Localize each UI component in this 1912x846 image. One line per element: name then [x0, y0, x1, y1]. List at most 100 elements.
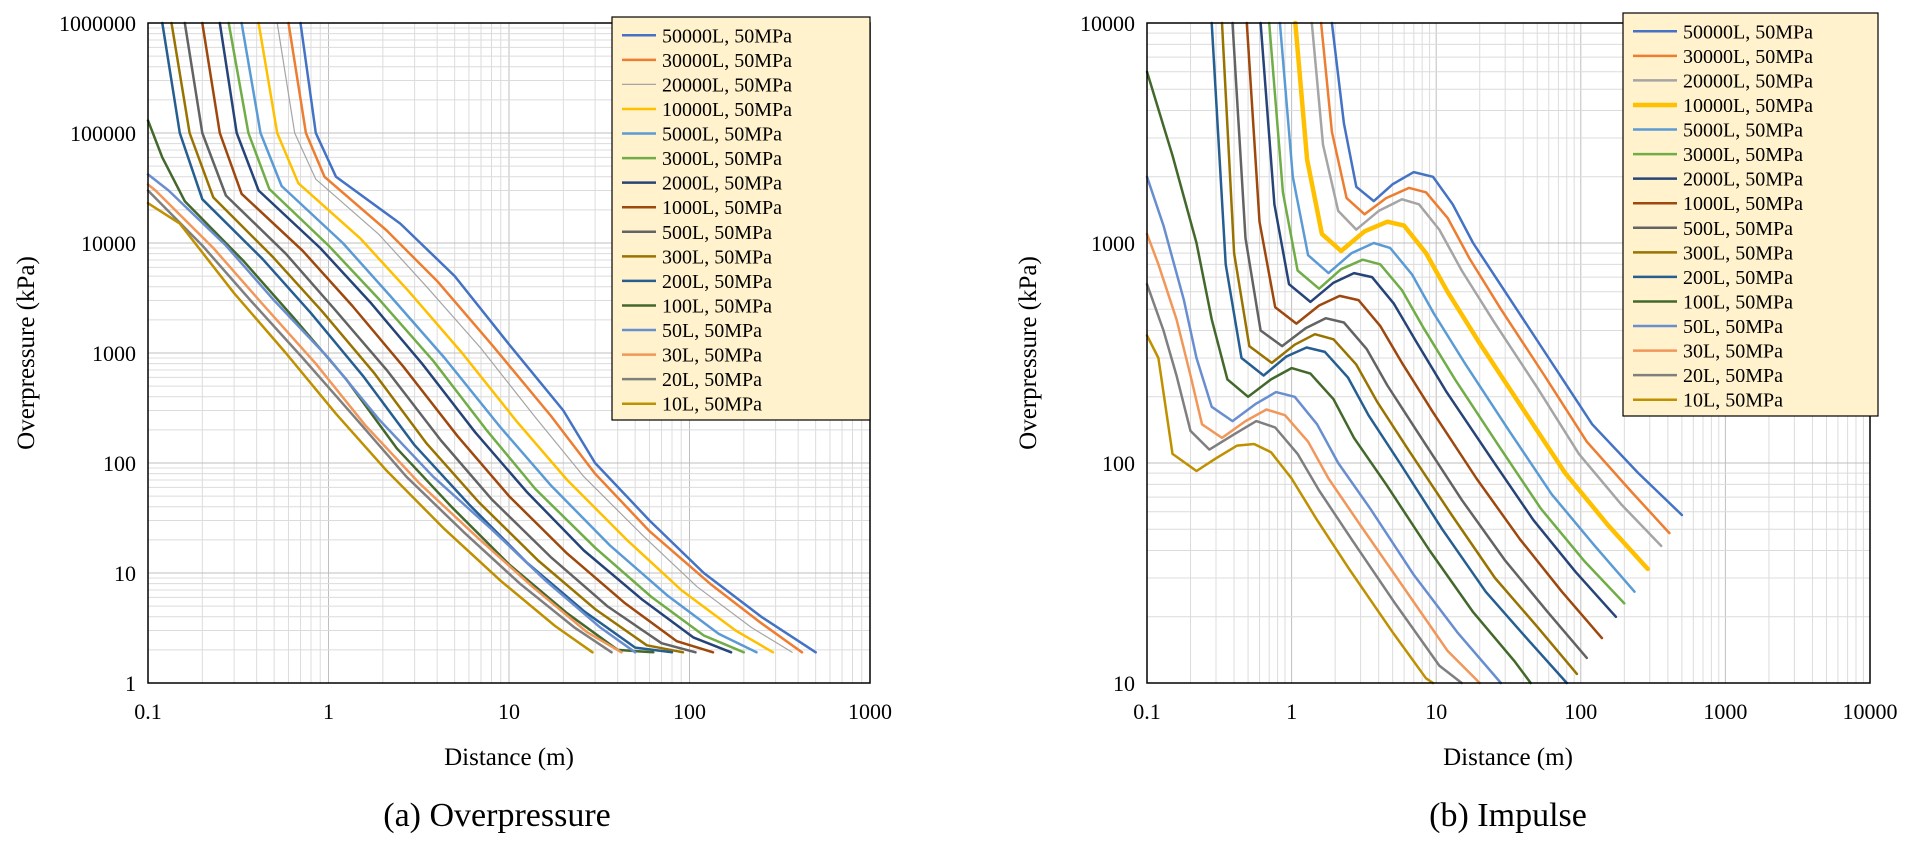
y-tick-label: 10000 — [1080, 11, 1135, 36]
series-line-1 — [287, 21, 804, 654]
legend-entry: 50000L, 50MPa — [1683, 21, 1813, 43]
y-tick-label: 1000 — [92, 341, 136, 366]
series-line-0 — [299, 21, 817, 654]
series-line-11 — [1145, 70, 1532, 685]
series-line-2 — [1310, 21, 1663, 548]
x-tick-label: 10000 — [1843, 699, 1898, 724]
legend-entry: 20L, 50MPa — [1683, 365, 1783, 387]
x-tick-label: 0.1 — [1133, 699, 1161, 724]
legend-entry: 5000L, 50MPa — [662, 124, 782, 146]
legend-entry: 30000L, 50MPa — [1683, 46, 1813, 68]
legend-entry: 20L, 50MPa — [662, 369, 762, 391]
x-tick-label: 10 — [1425, 699, 1447, 724]
legend-entry: 2000L, 50MPa — [1683, 169, 1803, 191]
y-axis-title: Overpressure (kPa) — [1015, 256, 1042, 450]
legend-entry: 100L, 50MPa — [662, 295, 772, 317]
legend-entry: 20000L, 50MPa — [662, 74, 792, 96]
series-line-2 — [276, 22, 793, 653]
chart-caption: (a) Overpressure — [383, 797, 611, 834]
series-line-12 — [146, 173, 637, 654]
series-line-15 — [146, 201, 594, 654]
legend-entry: 20000L, 50MPa — [1683, 70, 1813, 92]
legend-entry: 50L, 50MPa — [1683, 316, 1783, 338]
x-tick-label: 10 — [498, 699, 520, 724]
legend-entry: 30L, 50MPa — [1683, 341, 1783, 363]
series-line-4 — [1278, 21, 1636, 593]
series-line-4 — [240, 21, 758, 654]
overpressure-chart: 0.1 1 10 100 1000 1 10 100 1000 10000 100000 100000… — [13, 11, 892, 834]
legend-entry: 50L, 50MPa — [662, 320, 762, 342]
y-tick-label: 10000 — [81, 231, 136, 256]
legend-entry: 500L, 50MPa — [1683, 218, 1793, 240]
series-line-14 — [1145, 282, 1463, 685]
x-tick-label: 1 — [323, 699, 334, 724]
series-line-5 — [1267, 21, 1626, 605]
legend-entry: 500L, 50MPa — [662, 222, 772, 244]
y-tick-label: 100000 — [70, 121, 136, 146]
series-line-8 — [183, 21, 697, 654]
series-line-12 — [1145, 175, 1503, 685]
y-tick-label: 100 — [103, 451, 136, 476]
legend-entry: 2000L, 50MPa — [662, 173, 782, 195]
x-axis-title: Distance (m) — [1443, 744, 1573, 771]
y-tick-label: 1000000 — [59, 11, 136, 36]
series-line-9 — [170, 21, 685, 654]
legend-entry: 30000L, 50MPa — [662, 50, 792, 72]
series-line-11 — [146, 119, 655, 654]
series-line-3 — [257, 21, 775, 654]
chart-caption: (b) Impulse — [1429, 797, 1587, 834]
series-line-6 — [1259, 21, 1618, 619]
series-line-7 — [1245, 21, 1604, 640]
x-tick-label: 100 — [673, 699, 706, 724]
legend-entry: 10000L, 50MPa — [1683, 95, 1813, 117]
series-line-3 — [1293, 20, 1650, 572]
series-line-7 — [201, 21, 715, 654]
series-line-13 — [1145, 232, 1481, 685]
x-axis-title: Distance (m) — [444, 744, 574, 771]
series-line-9 — [1220, 21, 1579, 676]
series-line-5 — [227, 21, 746, 654]
x-tick-label: 100 — [1564, 699, 1597, 724]
series-line-1 — [1319, 21, 1671, 535]
series-lines — [1145, 20, 1684, 685]
legend-entry: 10L, 50MPa — [1683, 390, 1783, 412]
y-tick-label: 1000 — [1091, 231, 1135, 256]
legend-entry: 200L, 50MPa — [662, 271, 772, 293]
legend-entry: 5000L, 50MPa — [1683, 120, 1803, 142]
y-tick-label: 100 — [1102, 451, 1135, 476]
legend-entry: 10L, 50MPa — [662, 394, 762, 416]
series-line-0 — [1330, 21, 1684, 517]
legend-entry: 30L, 50MPa — [662, 345, 762, 367]
legend-entry: 300L, 50MPa — [662, 246, 772, 268]
legend-entry: 300L, 50MPa — [1683, 242, 1793, 264]
x-tick-label: 0.1 — [134, 699, 162, 724]
series-line-15 — [1145, 334, 1435, 685]
legend-entry: 10000L, 50MPa — [662, 99, 792, 121]
series-line-14 — [146, 189, 613, 654]
y-tick-label: 10 — [114, 561, 136, 586]
series-line-13 — [146, 183, 623, 654]
grid — [148, 23, 870, 683]
legend-entry: 50000L, 50MPa — [662, 25, 792, 47]
legend-entry: 1000L, 50MPa — [662, 197, 782, 219]
legend-entry: 3000L, 50MPa — [1683, 144, 1803, 166]
x-tick-label: 1000 — [1703, 699, 1747, 724]
series-line-10 — [1210, 21, 1569, 685]
x-tick-label: 1000 — [848, 699, 892, 724]
series-line-8 — [1231, 21, 1589, 660]
impulse-chart: 0.1 1 10 100 1000 10000 10 100 1000 10000 Distance… — [1015, 11, 1898, 834]
series-line-6 — [218, 21, 733, 654]
legend-entry: 200L, 50MPa — [1683, 267, 1793, 289]
y-tick-label: 1 — [125, 671, 136, 696]
legend-entry: 100L, 50MPa — [1683, 291, 1793, 313]
series-line-10 — [161, 21, 674, 654]
series-lines — [146, 21, 817, 654]
legend-entry: 3000L, 50MPa — [662, 148, 782, 170]
y-axis-title: Overpressure (kPa) — [13, 256, 40, 450]
y-tick-label: 10 — [1113, 671, 1135, 696]
legend-entry: 1000L, 50MPa — [1683, 193, 1803, 215]
